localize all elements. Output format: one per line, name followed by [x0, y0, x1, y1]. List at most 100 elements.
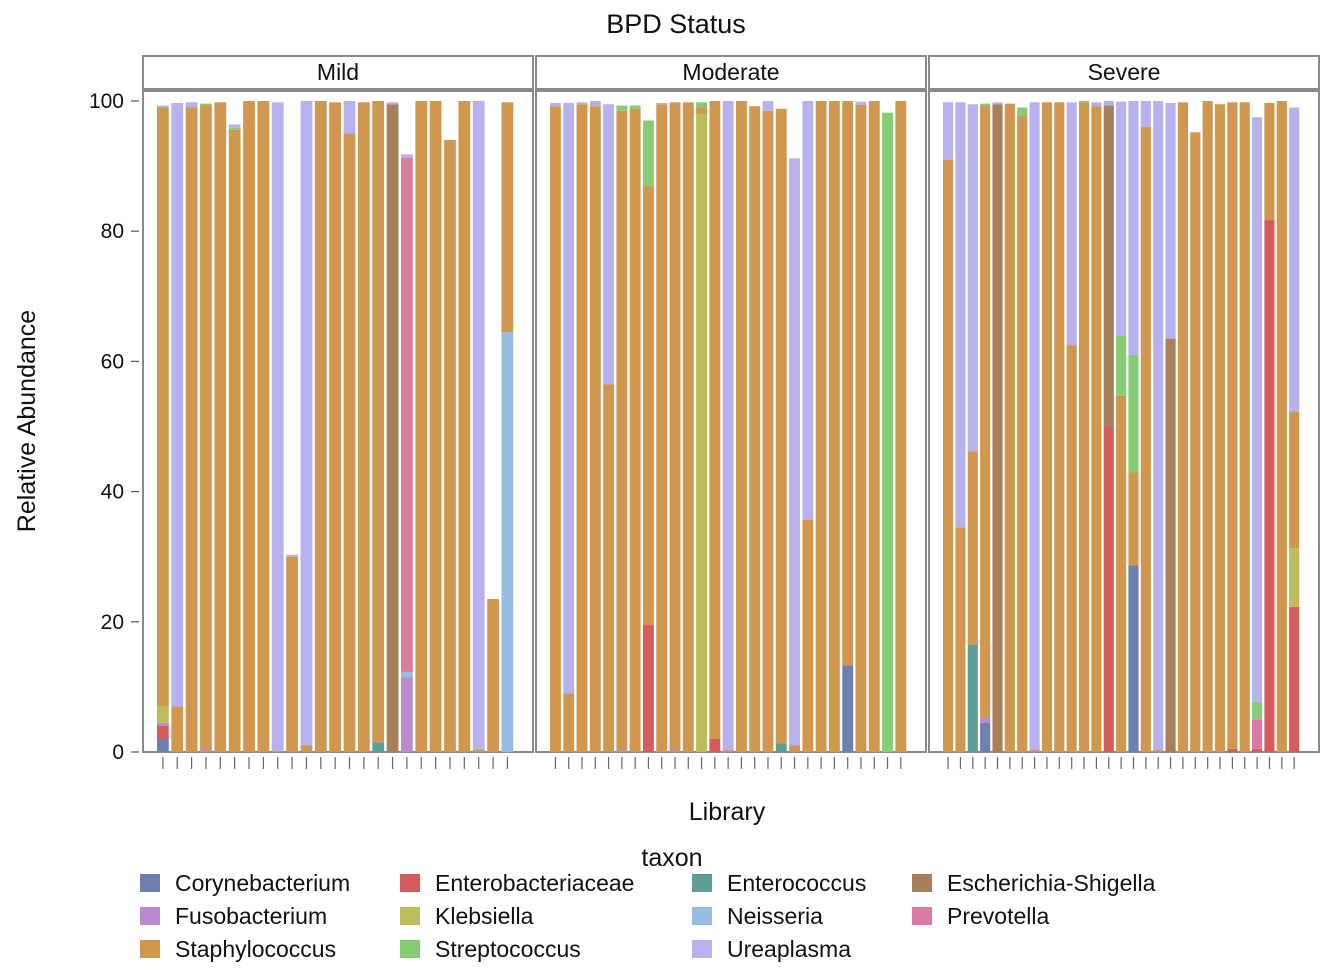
- bar-segment-streptococcus: [696, 102, 708, 108]
- legend-label: Enterobacteriaceae: [435, 870, 634, 896]
- legend-swatch: [692, 874, 712, 892]
- bar-segment-staphylococcus: [828, 101, 840, 752]
- bar-segment-escherichia-shigella: [1103, 105, 1114, 427]
- bar-segment-ureaplasma: [762, 101, 774, 111]
- bar-segment-staphylococcus: [967, 451, 978, 645]
- bar-segment-staphylococcus: [1239, 102, 1250, 752]
- bar-segment-staphylococcus: [1017, 115, 1028, 752]
- y-tick-label: 80: [101, 220, 124, 243]
- bar-moderate-25: [868, 101, 880, 752]
- bar-segment-staphylococcus: [1029, 750, 1040, 752]
- bar-segment-ureaplasma: [1103, 101, 1114, 106]
- bar-moderate-23: [842, 101, 854, 752]
- bar-severe-9: [1041, 102, 1053, 752]
- bar-segment-streptococcus: [1017, 107, 1028, 116]
- bar-severe-15: [1116, 101, 1127, 752]
- bar-segment-streptococcus: [642, 120, 654, 186]
- legend-label: Neisseria: [727, 903, 823, 929]
- bar-segment-staphylococcus: [444, 140, 456, 752]
- bar-severe-16: [1128, 101, 1139, 752]
- bar-segment-staphylococcus: [243, 101, 255, 752]
- legend-label: Prevotella: [947, 903, 1049, 929]
- legend-item-escherichia-shigella: Escherichia-Shigella: [912, 870, 1156, 896]
- bar-segment-staphylococcus: [603, 384, 615, 752]
- bar-segment-staphylococcus: [980, 105, 991, 718]
- legend-item-enterococcus: Enterococcus: [692, 870, 866, 896]
- y-axis-label: Relative Abundance: [13, 310, 41, 532]
- bar-severe-1: [943, 102, 954, 753]
- bar-mild-14: [343, 101, 356, 753]
- bar-segment-staphylococcus: [802, 519, 814, 752]
- bar-segment-staphylococcus: [868, 101, 880, 752]
- legend-swatch: [400, 907, 420, 925]
- legend-item-prevotella: Prevotella: [912, 903, 1049, 929]
- bar-segment-staphylococcus: [682, 102, 694, 752]
- bar-segment-enterobacteriaceae: [1227, 748, 1238, 752]
- facet-strip-moderate: [535, 55, 927, 90]
- bar-mild-8: [257, 101, 270, 752]
- y-tick-label: 20: [101, 611, 124, 634]
- bar-segment-staphylococcus: [775, 108, 787, 744]
- bar-segment-corynebacterium: [157, 738, 169, 752]
- bar-moderate-27: [895, 101, 907, 752]
- legend-swatch: [140, 874, 160, 892]
- bar-segment-staphylococcus: [472, 750, 485, 752]
- bar-segment-staphylococcus: [1041, 102, 1053, 752]
- bar-segment-fusobacterium: [616, 750, 628, 752]
- legend-swatch: [692, 940, 712, 958]
- bar-segment-staphylococcus: [372, 101, 385, 743]
- bar-segment-staphylococcus: [357, 102, 370, 752]
- legend-item-enterobacteriaceae: Enterobacteriaceae: [400, 870, 634, 896]
- bar-segment-staphylococcus: [576, 104, 588, 752]
- bar-moderate-24: [855, 101, 867, 752]
- bar-moderate-21: [815, 101, 827, 752]
- legend-label: Fusobacterium: [175, 903, 327, 929]
- legend-swatch: [400, 940, 420, 958]
- bar-segment-staphylococcus: [1078, 102, 1090, 752]
- y-tick-label: 100: [89, 90, 124, 113]
- bar-mild-22: [458, 101, 471, 752]
- bar-severe-2: [955, 102, 966, 752]
- bar-segment-ureaplasma: [1128, 101, 1139, 355]
- bar-segment-staphylococcus: [642, 185, 654, 626]
- facet-label-mild: Mild: [317, 59, 359, 85]
- bar-segment-staphylococcus: [735, 101, 747, 752]
- bar-segment-staphylococcus: [458, 101, 471, 752]
- bar-segment-streptococcus: [882, 112, 893, 752]
- bar-segment-ureaplasma: [386, 102, 399, 105]
- bar-segment-staphylococcus: [1054, 102, 1065, 752]
- bar-segment-staphylococcus: [1289, 411, 1300, 549]
- bar-segment-fusobacterium: [980, 717, 991, 723]
- bar-segment-enterococcus: [775, 743, 787, 752]
- bar-moderate-20: [802, 101, 814, 752]
- bar-segment-fusobacterium: [401, 677, 413, 752]
- bar-segment-ureaplasma: [576, 102, 588, 105]
- bar-mild-23: [472, 101, 485, 752]
- bar-moderate-7: [629, 105, 641, 752]
- bar-severe-7: [1017, 107, 1028, 752]
- bar-mild-12: [314, 101, 327, 752]
- bar-segment-staphylococcus: [415, 101, 428, 752]
- bar-segment-enterobacteriaceae: [709, 738, 721, 752]
- bar-mild-6: [228, 124, 241, 753]
- legend-swatch: [912, 907, 932, 925]
- legend-label: Enterococcus: [727, 870, 866, 896]
- facet-label-severe: Severe: [1088, 59, 1161, 85]
- bar-segment-klebsiella: [157, 706, 169, 723]
- bar-segment-ureaplasma: [1140, 101, 1151, 128]
- bar-segment-staphylococcus: [815, 101, 827, 752]
- bar-segment-enterobacteriaceae: [1103, 426, 1114, 752]
- bar-severe-28: [1276, 101, 1287, 752]
- bar-severe-12: [1078, 101, 1090, 752]
- bar-severe-29: [1289, 107, 1300, 752]
- bar-moderate-3: [576, 102, 588, 752]
- bar-segment-staphylococcus: [200, 105, 212, 751]
- legend-swatch: [400, 874, 420, 892]
- bar-segment-prevotella: [401, 157, 413, 672]
- legend-label: Streptococcus: [435, 936, 581, 962]
- x-axis-label: Library: [689, 798, 766, 826]
- bar-segment-staphylococcus: [171, 706, 184, 752]
- legend-label: Klebsiella: [435, 903, 534, 929]
- bar-segment-enterobacteriaceae: [157, 725, 169, 739]
- bar-segment-staphylococcus: [1190, 132, 1201, 753]
